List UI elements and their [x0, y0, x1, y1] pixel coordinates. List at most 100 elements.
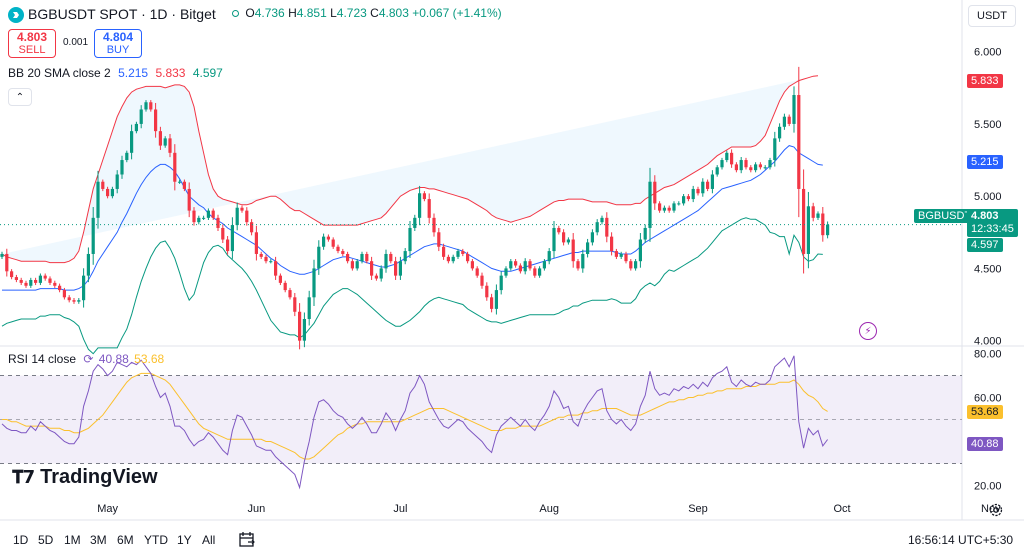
candle-body	[691, 188, 695, 200]
rsi-ma-tag: 53.68	[967, 405, 1003, 419]
rsi-legend[interactable]: RSI 14 close ⟳ 40.88 53.68	[8, 352, 164, 366]
bb-legend[interactable]: BB 20 SMA close 2 5.215 5.833 4.597	[8, 66, 223, 80]
candle-body	[533, 268, 537, 276]
candle-body	[571, 239, 575, 262]
candle-body	[677, 203, 681, 205]
timeframe-1m[interactable]: 1M	[64, 533, 81, 547]
candle-body	[461, 251, 465, 254]
candle-body	[686, 196, 690, 200]
go-to-date-icon[interactable]	[237, 530, 257, 550]
candle-body	[403, 251, 407, 262]
candle-body	[168, 138, 172, 153]
candle-body	[29, 279, 33, 286]
candle-body	[451, 256, 455, 262]
candle-body	[221, 227, 225, 240]
candle-body	[758, 164, 762, 168]
rsi-value: 40.88	[98, 352, 129, 366]
candle-body	[182, 181, 186, 189]
timeframe-1d[interactable]: 1D	[13, 533, 29, 547]
time-tick-label: Jul	[393, 503, 407, 515]
candle-body	[398, 261, 402, 276]
timeframe-all[interactable]: All	[202, 533, 216, 547]
candle-body	[14, 277, 18, 280]
collapse-legend-button[interactable]: ⌃	[8, 88, 32, 106]
candle-body	[811, 206, 815, 218]
timeframe-6m[interactable]: 6M	[117, 533, 134, 547]
candle-body	[235, 207, 239, 226]
candle-body	[178, 181, 182, 183]
countdown: 12:33:45	[971, 223, 1014, 235]
candle-body	[413, 217, 417, 228]
timeframe-ytd[interactable]: YTD	[144, 533, 168, 547]
candle-body	[826, 224, 830, 236]
buy-label: BUY	[106, 44, 130, 56]
candle-body	[552, 227, 556, 252]
lightning-icon[interactable]: ⚡	[859, 322, 877, 340]
candle-body	[725, 152, 729, 161]
utc-clock[interactable]: 16:56:14 UTC+5:30	[908, 533, 1014, 547]
currency-selector[interactable]: USDT	[968, 5, 1016, 27]
candle-body	[67, 297, 71, 301]
candle-body	[10, 271, 14, 278]
rsi-line	[1, 355, 828, 490]
candle-body	[600, 217, 604, 223]
candle-body	[293, 297, 297, 312]
candle-body	[437, 232, 441, 247]
candle-body	[773, 138, 777, 161]
candle-body	[86, 253, 90, 276]
timeframe-5d[interactable]: 5D	[38, 533, 54, 547]
sell-button[interactable]: 4.803 SELL	[8, 29, 56, 58]
time-tick-label: Sep	[688, 503, 708, 515]
candle-body	[34, 279, 38, 283]
candle-body	[394, 261, 398, 276]
candle-body	[274, 261, 278, 276]
bb-basis-value: 5.215	[118, 66, 149, 80]
bollinger-fill	[2, 75, 818, 263]
candle-body	[130, 131, 134, 153]
candle-body	[802, 188, 806, 254]
candle-body	[278, 275, 282, 283]
candle-body	[590, 232, 594, 243]
sell-price: 4.803	[16, 30, 48, 44]
candle-body	[442, 246, 446, 257]
loop-icon: ⟳	[83, 352, 94, 366]
last-price-tag: 4.803 12:33:45	[967, 209, 1018, 237]
candle-body	[672, 203, 676, 211]
candle-body	[115, 174, 119, 189]
candle-body	[307, 297, 311, 319]
price-tick-label: 4.000	[974, 336, 1002, 348]
candle-body	[389, 253, 393, 262]
candle-body	[696, 188, 700, 194]
gear-icon[interactable]	[988, 502, 1004, 518]
candle-body	[710, 174, 714, 189]
candle-body	[562, 232, 566, 243]
buy-button[interactable]: 4.804 BUY	[94, 29, 142, 58]
candle-body	[754, 164, 758, 171]
timeframe-3m[interactable]: 3M	[90, 533, 107, 547]
candle-body	[418, 193, 422, 218]
candle-body	[312, 268, 316, 298]
market-status-icon	[232, 10, 239, 18]
candle-body	[264, 256, 268, 262]
candle-body	[422, 193, 426, 200]
candle-body	[701, 181, 705, 194]
candle-body	[749, 167, 753, 171]
candle-body	[355, 261, 359, 269]
candle-body	[322, 236, 326, 247]
tradingview-logo[interactable]: 𝐓𝟳 TradingView	[12, 466, 158, 489]
candle-body	[72, 300, 76, 302]
time-tick-label: Aug	[539, 503, 559, 515]
symbol-title[interactable]: BGBUSDT SPOT · 1D · Bitget	[28, 6, 216, 22]
candle-body	[245, 210, 249, 223]
chevron-up-icon: ⌃	[15, 91, 25, 103]
candle-body	[0, 253, 4, 257]
candle-body	[480, 275, 484, 286]
candle-body	[730, 152, 734, 165]
candle-body	[106, 188, 110, 197]
candle-body	[283, 282, 287, 291]
timeframe-1y[interactable]: 1Y	[177, 533, 192, 547]
time-tick-label: Jun	[248, 503, 266, 515]
candle-body	[91, 217, 95, 254]
chart-grid	[0, 0, 1024, 521]
